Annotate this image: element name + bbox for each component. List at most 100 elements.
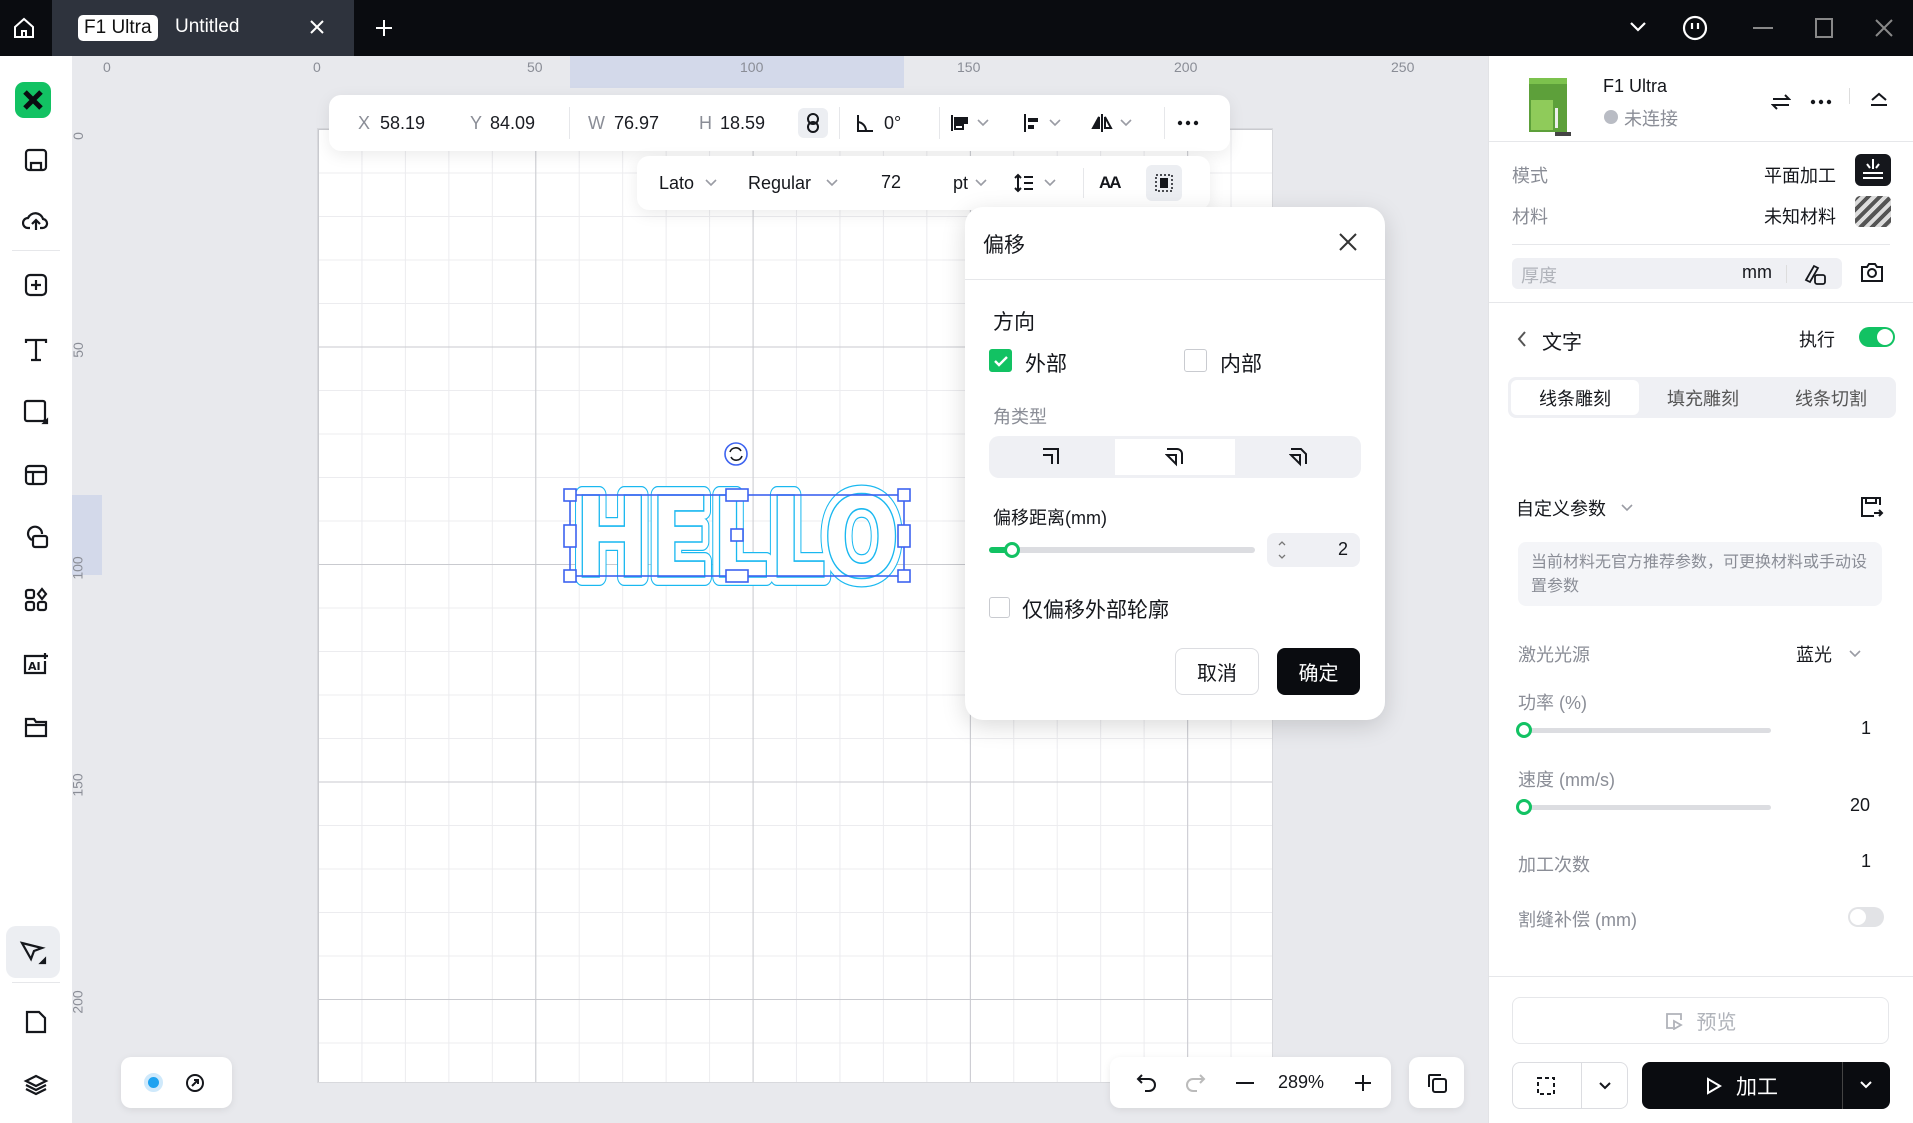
- maximize-icon[interactable]: [1815, 18, 1833, 38]
- y-input[interactable]: 84.09: [490, 113, 536, 133]
- cancel-button[interactable]: 取消: [1175, 648, 1259, 695]
- page-icon[interactable]: [16, 1002, 56, 1042]
- speed-slider-knob[interactable]: [1516, 799, 1532, 815]
- outer-only-checkbox[interactable]: [989, 597, 1010, 618]
- chevron-down-icon[interactable]: [1859, 1080, 1873, 1090]
- cloud-upload-icon[interactable]: [16, 201, 56, 241]
- x-input[interactable]: 58.19: [380, 113, 426, 133]
- chevron-down-icon[interactable]: [1598, 1081, 1612, 1091]
- save-icon[interactable]: [16, 140, 56, 180]
- more-icon[interactable]: [1810, 99, 1832, 105]
- outer-checkbox[interactable]: [989, 349, 1012, 372]
- arrange-dropdown[interactable]: [950, 113, 990, 133]
- rotate-handle-icon[interactable]: [724, 442, 748, 466]
- param-preset-dropdown[interactable]: 自定义参数: [1516, 495, 1634, 521]
- position-icon[interactable]: [184, 1072, 206, 1094]
- frame-icon[interactable]: [1537, 1077, 1555, 1095]
- speed-slider[interactable]: [1519, 805, 1771, 810]
- resize-handle: [563, 488, 577, 502]
- ai-tool-icon[interactable]: AI: [16, 644, 56, 684]
- material-swatch[interactable]: [1855, 196, 1891, 227]
- tab-fill-engrave[interactable]: 填充雕刻: [1667, 388, 1739, 409]
- ruler-label: 50: [527, 59, 543, 75]
- home-icon[interactable]: [12, 16, 36, 40]
- folder-icon[interactable]: [16, 707, 56, 747]
- offset-distance-input[interactable]: 2: [1267, 533, 1360, 567]
- tab-title: Untitled: [175, 16, 240, 37]
- power-value[interactable]: 1: [1861, 718, 1872, 738]
- corner-bevel-option[interactable]: [1237, 436, 1361, 478]
- layout-icon[interactable]: [16, 455, 56, 495]
- align-dropdown[interactable]: [1022, 113, 1062, 133]
- more-icon[interactable]: [1177, 120, 1199, 126]
- laser-source-dropdown[interactable]: 蓝光: [1796, 641, 1862, 667]
- mode-value[interactable]: 平面加工: [1764, 166, 1836, 186]
- font-family-select[interactable]: Lato: [659, 156, 718, 210]
- text-frame-icon[interactable]: [1146, 165, 1182, 201]
- start-process-button[interactable]: 加工: [1642, 1062, 1842, 1109]
- line-spacing-dropdown[interactable]: [1013, 173, 1057, 193]
- chevron-down-icon[interactable]: [1628, 20, 1648, 34]
- execute-toggle[interactable]: [1859, 327, 1895, 347]
- rotation-input[interactable]: 0°: [884, 113, 902, 133]
- close-tab-icon[interactable]: [309, 19, 325, 35]
- layers-icon[interactable]: [16, 1065, 56, 1105]
- corner-miter-option[interactable]: [989, 436, 1113, 478]
- slider-knob[interactable]: [1003, 542, 1020, 558]
- select-tool-icon[interactable]: [6, 926, 60, 978]
- width-input[interactable]: 76.97: [614, 113, 660, 133]
- redo-icon[interactable]: [1184, 1072, 1206, 1092]
- face-icon[interactable]: [1681, 14, 1709, 42]
- zoom-out-icon[interactable]: [1236, 1082, 1254, 1084]
- app-logo-icon[interactable]: [15, 82, 51, 118]
- zoom-in-icon[interactable]: [1353, 1073, 1373, 1093]
- unit-value: pt: [953, 172, 969, 193]
- angle-icon: [856, 114, 874, 132]
- new-tab-plus-icon[interactable]: [374, 18, 394, 38]
- kerf-toggle[interactable]: [1848, 907, 1884, 927]
- lock-ratio-link-icon[interactable]: [798, 108, 828, 138]
- height-input[interactable]: 18.59: [720, 113, 766, 133]
- elements-icon[interactable]: [16, 580, 56, 620]
- switch-machine-icon[interactable]: [1771, 92, 1791, 112]
- preview-button[interactable]: 预览: [1512, 997, 1889, 1044]
- undo-icon[interactable]: [1136, 1072, 1158, 1092]
- ruler-label: 150: [957, 59, 981, 75]
- text-case-button[interactable]: AA: [1099, 173, 1122, 192]
- text-tool-icon[interactable]: [16, 330, 56, 370]
- passes-value[interactable]: 1: [1861, 851, 1872, 871]
- corner-round-option[interactable]: [1115, 439, 1235, 475]
- save-params-icon[interactable]: [1860, 496, 1884, 518]
- flip-dropdown[interactable]: [1091, 113, 1133, 133]
- minimize-icon[interactable]: [1753, 27, 1773, 29]
- auto-measure-icon[interactable]: [1803, 262, 1827, 286]
- speed-value[interactable]: 20: [1850, 795, 1871, 815]
- selection-box[interactable]: [563, 488, 911, 583]
- font-style-select[interactable]: Regular: [748, 156, 839, 210]
- inner-checkbox[interactable]: [1184, 349, 1207, 372]
- tab-line-engrave[interactable]: 线条雕刻: [1511, 380, 1639, 415]
- flat-processing-icon[interactable]: [1855, 154, 1891, 186]
- zoom-level[interactable]: 289%: [1278, 1072, 1325, 1092]
- thickness-input[interactable]: 厚度 mm: [1512, 258, 1842, 289]
- camera-icon[interactable]: [1860, 261, 1884, 283]
- collapse-icon[interactable]: [1870, 91, 1888, 107]
- camera-view-toggle-icon[interactable]: [144, 1073, 163, 1092]
- power-slider[interactable]: [1519, 728, 1771, 733]
- power-slider-knob[interactable]: [1516, 722, 1532, 738]
- add-shape-icon[interactable]: [16, 265, 56, 305]
- offset-distance-slider[interactable]: [989, 547, 1255, 553]
- close-icon[interactable]: [1338, 232, 1358, 252]
- unit-select[interactable]: pt: [953, 156, 988, 210]
- window-close-icon[interactable]: [1874, 18, 1894, 38]
- material-value[interactable]: 未知材料: [1764, 207, 1836, 227]
- confirm-button[interactable]: 确定: [1277, 648, 1360, 695]
- rectangle-tool-icon[interactable]: [16, 392, 56, 432]
- back-chevron-icon[interactable]: [1516, 330, 1528, 348]
- copy-icon[interactable]: [1409, 1057, 1464, 1108]
- tab-line-cut[interactable]: 线条切割: [1795, 388, 1867, 409]
- font-size-input[interactable]: 72: [881, 172, 902, 192]
- document-tab[interactable]: F1 Ultra Untitled: [52, 0, 354, 56]
- shapes-icon[interactable]: [16, 517, 56, 557]
